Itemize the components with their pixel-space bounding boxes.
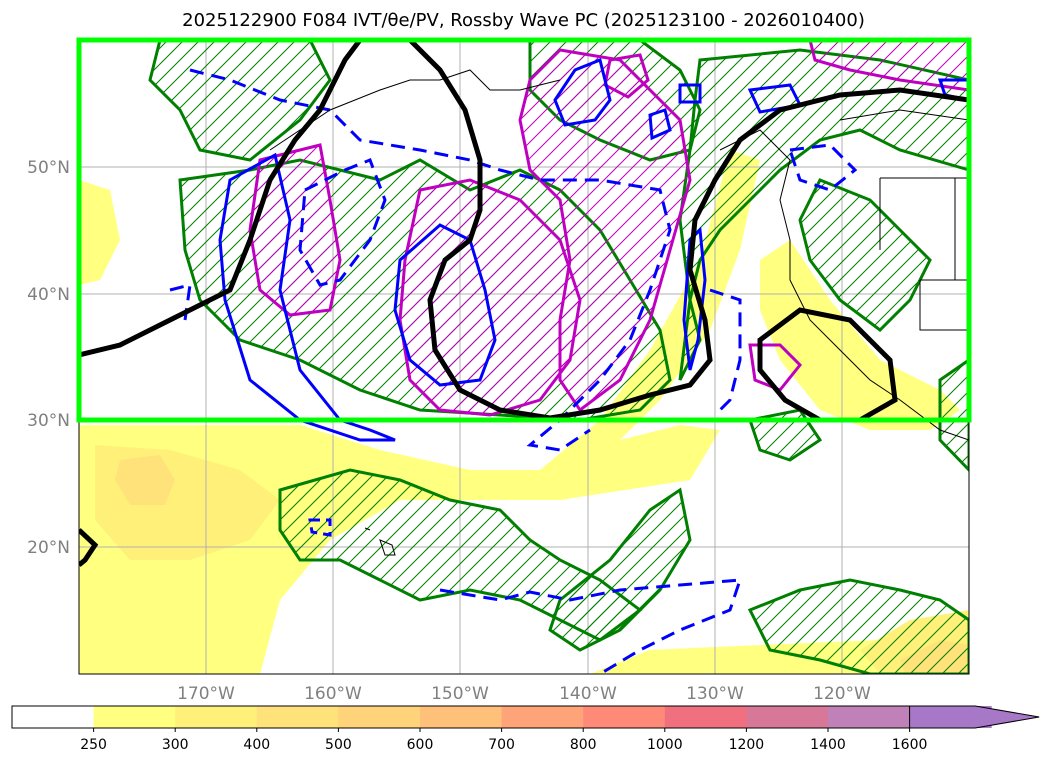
lon-label-160w: 160°W [304, 684, 362, 704]
map-area [79, 40, 969, 674]
colorbar-segment [828, 706, 911, 728]
colorbar-segment [420, 706, 503, 728]
colorbar-tick-label: 800 [570, 737, 597, 753]
coastlines [269, 69, 969, 556]
lat-label-20: 20°N [27, 538, 70, 558]
theta-e-hatched-regions [248, 40, 969, 417]
colorbar-tick-label: 250 [80, 737, 107, 753]
lon-label-170w: 170°W [177, 684, 235, 704]
longitude-labels: 170°W 160°W 150°W 140°W 130°W 120°W [177, 684, 871, 704]
colorbar-segment [256, 706, 339, 728]
lon-label-130w: 130°W [686, 684, 744, 704]
colorbar-segment [93, 706, 176, 728]
lat-label-40: 40°N [27, 285, 70, 305]
lon-label-150w: 150°W [431, 684, 489, 704]
colorbar-tick-label: 400 [243, 737, 270, 753]
colorbar-tick-label: 1000 [647, 737, 683, 753]
colorbar-outline [11, 705, 910, 729]
lon-label-120w: 120°W [813, 684, 871, 704]
ivt-colorbar: 250 300 400 500 600 700 800 1000 1200 1400 1600 [11, 705, 1040, 753]
lat-label-50: 50°N [27, 158, 70, 178]
colorbar-tick-label: 700 [488, 737, 515, 753]
colorbar-tick-label: 1200 [729, 737, 765, 753]
colorbar-extend-arrow [909, 705, 1040, 729]
colorbar-segment [175, 706, 258, 728]
colorbar-segment [583, 706, 666, 728]
colorbar-segment [664, 706, 747, 728]
colorbar-tick-label: 300 [162, 737, 189, 753]
colorbar-tick-label: 1600 [892, 737, 928, 753]
colorbar-tick-label: 500 [325, 737, 352, 753]
lat-label-30: 30°N [27, 411, 70, 431]
latitude-labels: 20°N 30°N 40°N 50°N [27, 158, 70, 558]
colorbar-segment [12, 706, 95, 728]
colorbar-tick-label: 1400 [810, 737, 846, 753]
map-title: 2025122900 F084 IVT/θe/PV, Rossby Wave P… [182, 10, 865, 31]
rossby-wave-highlight-box [76, 37, 972, 423]
colorbar-segment [338, 706, 421, 728]
colorbar-segment [746, 706, 829, 728]
colorbar-tick-label: 600 [407, 737, 434, 753]
colorbar-segment [501, 706, 584, 728]
lon-label-140w: 140°W [559, 684, 617, 704]
